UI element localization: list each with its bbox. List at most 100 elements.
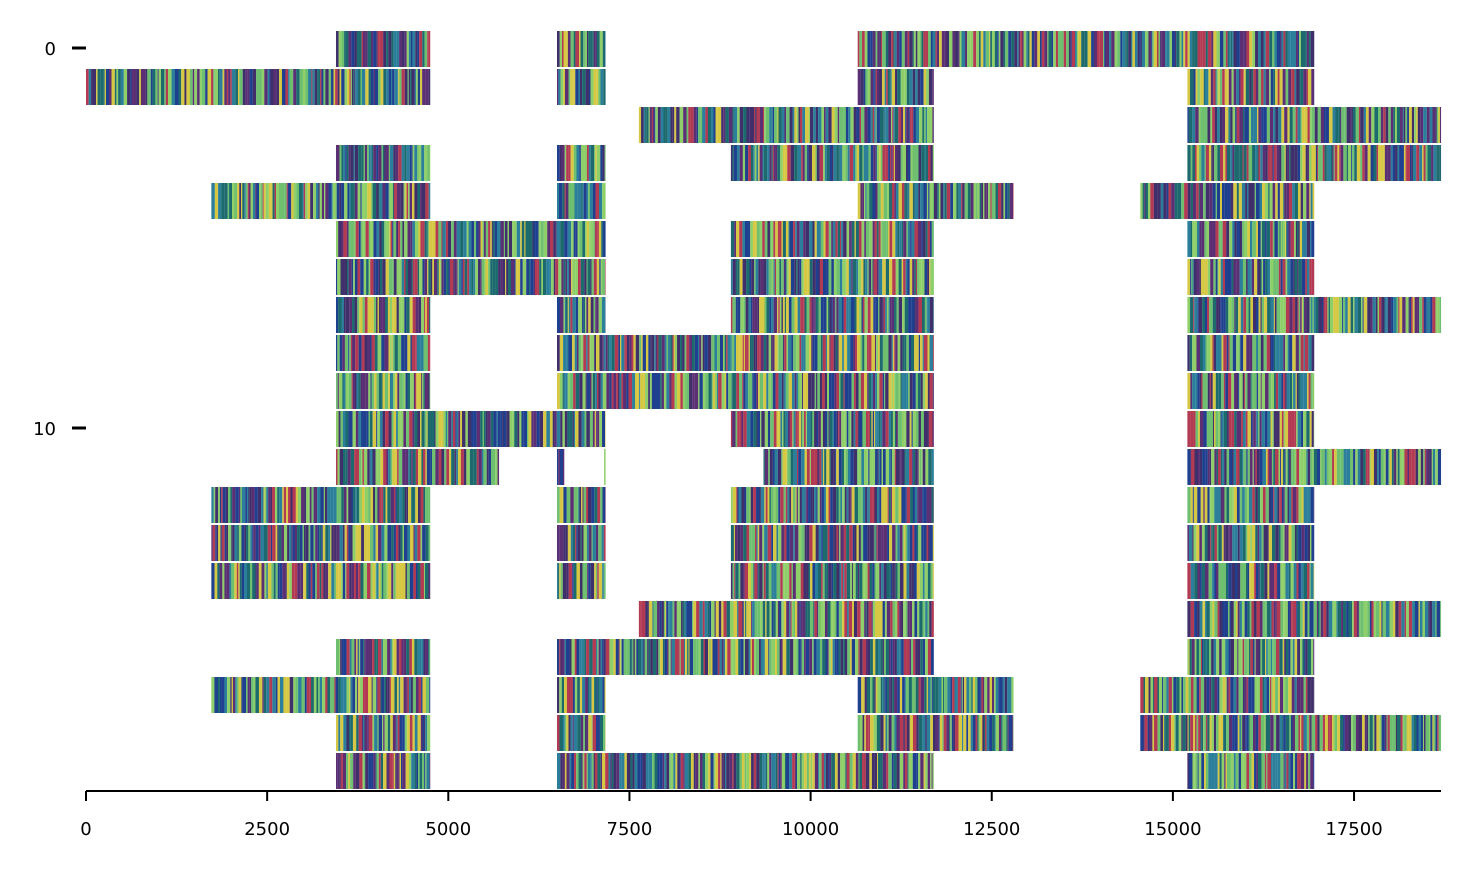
residue-stripe <box>1226 107 1229 143</box>
residue-stripe <box>1300 297 1302 333</box>
residue-stripe <box>923 107 926 143</box>
residue-stripe <box>1230 31 1233 67</box>
residue-stripe <box>1303 563 1308 599</box>
residue-stripe <box>771 335 773 371</box>
residue-stripe <box>590 297 594 333</box>
residue-stripe <box>750 107 755 143</box>
residue-stripe <box>603 525 606 561</box>
residue-stripe <box>171 69 176 105</box>
residue-stripe <box>1244 601 1248 637</box>
residue-stripe <box>249 677 252 713</box>
residue-stripe <box>899 715 904 751</box>
residue-stripe <box>762 601 766 637</box>
residue-stripe <box>814 563 818 599</box>
residue-stripe <box>345 145 347 181</box>
residue-stripe <box>1207 297 1210 333</box>
residue-stripe <box>1231 69 1234 105</box>
residue-stripe <box>667 639 669 675</box>
residue-stripe <box>1408 449 1412 485</box>
residue-stripe <box>903 601 905 637</box>
residue-stripe <box>1251 601 1255 637</box>
residue-stripe <box>460 411 463 447</box>
residue-stripe <box>709 601 712 637</box>
residue-stripe <box>763 639 765 675</box>
residue-stripe <box>858 259 862 295</box>
residue-stripe <box>1243 31 1245 67</box>
residue-stripe <box>1301 297 1303 333</box>
residue-stripe <box>862 715 865 751</box>
residue-stripe <box>813 107 816 143</box>
residue-stripe <box>915 449 918 485</box>
residue-stripe <box>1226 221 1230 257</box>
residue-stripe <box>420 221 423 257</box>
residue-stripe <box>1179 31 1182 67</box>
residue-stripe <box>808 145 813 181</box>
residue-stripe <box>690 107 694 143</box>
residue-stripe <box>1327 145 1331 181</box>
residue-stripe <box>1219 677 1223 713</box>
residue-stripe <box>1202 639 1204 675</box>
residue-stripe <box>779 259 782 295</box>
residue-stripe <box>1201 373 1203 409</box>
residue-stripe <box>577 487 579 523</box>
residue-stripe <box>554 411 557 447</box>
residue-stripe <box>890 487 892 523</box>
residue-stripe <box>1278 373 1282 409</box>
residue-stripe <box>553 221 556 257</box>
residue-stripe <box>917 639 921 675</box>
residue-stripe <box>904 525 906 561</box>
residue-stripe <box>732 297 736 333</box>
residue-stripe <box>302 183 304 219</box>
residue-stripe <box>405 449 409 485</box>
residue-stripe <box>907 31 910 67</box>
residue-stripe <box>1229 601 1231 637</box>
residue-stripe <box>351 563 355 599</box>
residue-stripe <box>746 525 749 561</box>
residue-stripe <box>241 677 243 713</box>
residue-stripe <box>900 449 902 485</box>
residue-stripe <box>907 601 910 637</box>
residue-stripe <box>370 563 373 599</box>
residue-stripe <box>340 259 343 295</box>
residue-stripe <box>335 145 340 181</box>
residue-stripe <box>385 145 389 181</box>
residue-stripe <box>855 221 859 257</box>
residue-stripe <box>1286 525 1289 561</box>
residue-stripe <box>393 487 396 523</box>
residue-stripe <box>757 563 759 599</box>
residue-stripe <box>363 563 368 599</box>
residue-stripe <box>521 221 525 257</box>
residue-stripe <box>791 601 794 637</box>
residue-stripe <box>1242 145 1244 181</box>
residue-stripe <box>828 297 830 333</box>
residue-stripe <box>912 449 914 485</box>
residue-stripe <box>913 107 916 143</box>
residue-stripe <box>792 107 795 143</box>
residue-stripe <box>415 449 419 485</box>
residue-stripe <box>387 297 390 333</box>
residue-stripe <box>353 487 356 523</box>
residue-stripe <box>442 221 446 257</box>
residue-stripe <box>96 69 98 105</box>
residue-stripe <box>1292 449 1295 485</box>
residue-stripe <box>310 563 313 599</box>
residue-stripe <box>807 335 810 371</box>
residue-stripe <box>1297 183 1301 219</box>
residue-stripe <box>376 221 380 257</box>
residue-stripe <box>435 221 439 257</box>
residue-stripe <box>858 639 860 675</box>
residue-stripe <box>853 373 856 409</box>
residue-stripe <box>788 221 790 257</box>
residue-stripe <box>865 259 868 295</box>
residue-stripe <box>297 563 301 599</box>
residue-stripe <box>412 31 416 67</box>
residue-stripe <box>396 297 399 333</box>
residue-stripe <box>858 411 863 447</box>
residue-stripe <box>1248 145 1253 181</box>
residue-stripe <box>1292 107 1296 143</box>
residue-stripe <box>441 259 444 295</box>
residue-stripe <box>1388 107 1391 143</box>
residue-stripe <box>1300 601 1303 637</box>
residue-stripe <box>771 297 774 333</box>
residue-stripe <box>1419 145 1423 181</box>
